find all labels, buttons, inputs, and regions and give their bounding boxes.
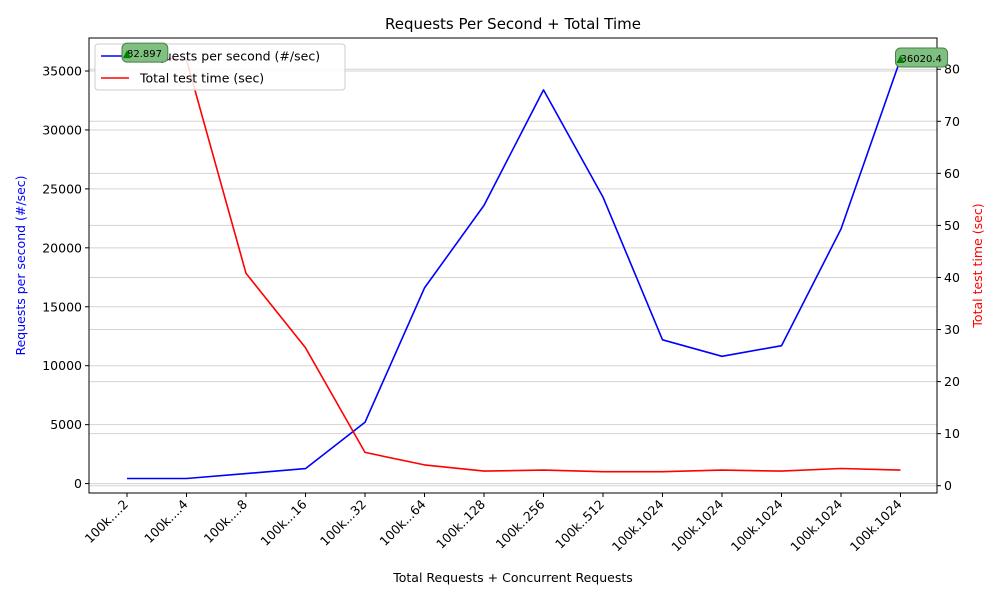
series-line — [127, 58, 902, 480]
left-tick-label: 30000 — [42, 122, 82, 137]
x-tick-label: 100k....4 — [141, 496, 190, 545]
series-lines — [126, 53, 902, 480]
left-tick-label: 10000 — [42, 358, 82, 373]
left-tick-label: 35000 — [42, 64, 82, 79]
x-tick-label: 100k.1024 — [847, 496, 905, 554]
left-tick-label: 15000 — [42, 299, 82, 314]
x-tick-label: 100k...32 — [317, 497, 369, 549]
x-tick-label: 100k....2 — [82, 497, 131, 546]
series-line — [126, 53, 901, 473]
left-tick-label: 25000 — [42, 181, 82, 196]
left-axis-label: Requests per second (#/sec) — [13, 175, 28, 355]
x-tick-label: 100k.1024 — [787, 496, 845, 554]
left-tick-label: 5000 — [50, 417, 82, 432]
grid — [89, 68, 937, 487]
x-tick-label: 100k..512 — [552, 497, 607, 552]
x-tick-label: 100k..128 — [433, 496, 488, 551]
right-axis-label: Total test time (sec) — [970, 203, 985, 328]
plot-frame — [88, 37, 938, 494]
right-tick-label: 60 — [944, 166, 960, 181]
right-tick-label: 30 — [944, 322, 960, 337]
annotation-marker — [896, 54, 905, 63]
left-tick-label: 0 — [74, 476, 82, 491]
x-tick-label: 100k....8 — [201, 496, 250, 545]
chart-title: Requests Per Second + Total Time — [385, 15, 641, 33]
left-axis: 0 5000 10000 15000 20000 25000 30000 35000 — [42, 64, 89, 491]
right-tick-label: 0 — [944, 478, 952, 493]
right-tick-label: 50 — [944, 218, 960, 233]
right-tick-label: 10 — [944, 426, 960, 441]
x-tick-label: 100k.1024 — [728, 496, 786, 554]
legend-label: Requests per second (#/sec) — [140, 49, 320, 64]
x-tick-label: 100k..256 — [493, 496, 548, 551]
annotation-box — [121, 42, 169, 63]
annotation-label: 82.897 — [127, 49, 162, 60]
annotation-label: 36020.4 — [901, 54, 942, 65]
right-tick-label: 20 — [944, 374, 960, 389]
right-tick-label: 70 — [944, 114, 960, 129]
annotation-box — [895, 47, 949, 68]
legend-label: Total test time (sec) — [139, 71, 264, 86]
right-tick-label: 80 — [944, 62, 960, 77]
x-tick-label: 100k.1024 — [609, 496, 667, 554]
right-axis: 0 10 20 30 40 50 60 70 80 — [937, 62, 960, 493]
x-axis-label: Total Requests + Concurrent Requests — [392, 570, 633, 585]
x-tick-label: 100k...16 — [257, 496, 309, 548]
left-tick-label: 20000 — [42, 240, 82, 255]
right-tick-label: 40 — [944, 270, 960, 285]
x-tick-label: 100k.1024 — [668, 496, 726, 554]
x-tick-label: 100k...64 — [376, 496, 428, 548]
x-axis: 100k....2 100k....4 100k....8 100k...16 100k… — [82, 493, 905, 554]
annotation-marker — [123, 50, 131, 59]
annotations: 82.897 36020.4 — [121, 42, 949, 68]
